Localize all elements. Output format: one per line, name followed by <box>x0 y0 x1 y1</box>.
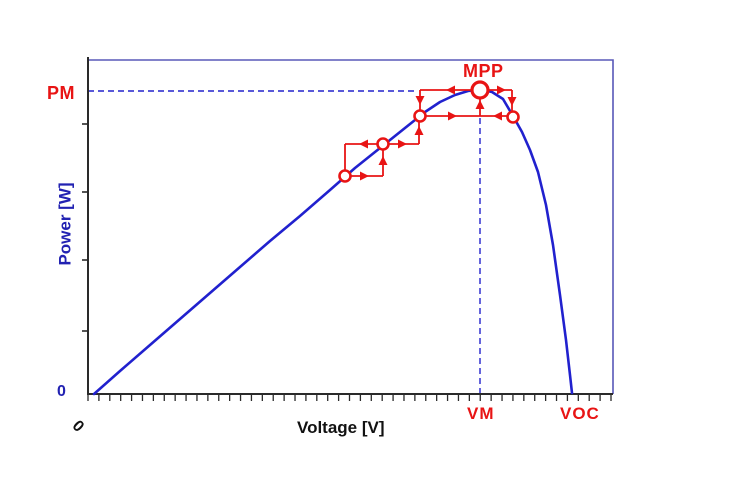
mppt-arrow-up <box>378 156 388 165</box>
y-axis-title: Power [W] <box>55 182 75 266</box>
mppt-arrow-right <box>448 111 457 121</box>
mppt-arrow-left <box>359 139 368 149</box>
pm-label: PM <box>47 83 75 103</box>
operating-point-marker <box>338 169 352 183</box>
voc-label: VOC <box>560 404 600 423</box>
x-axis-title: Voltage [V] <box>297 418 385 437</box>
mpp-marker <box>470 80 490 100</box>
mppt-arrow-down <box>507 97 517 106</box>
operating-point-marker <box>506 110 520 124</box>
mppt-arrow-left <box>493 111 502 121</box>
y-axis-zero-label: 0 <box>57 383 66 400</box>
mppt-arrow-down <box>415 96 425 105</box>
plot-frame <box>88 59 614 394</box>
vm-label: VM <box>467 404 495 423</box>
mppt-arrow-right <box>398 139 407 149</box>
mppt-arrow-left <box>446 85 455 95</box>
mpp-label: MPP <box>463 61 504 81</box>
operating-point-marker <box>376 137 390 151</box>
operating-point-marker <box>413 109 427 123</box>
mppt-arrow-up <box>475 100 485 109</box>
pv-curve <box>92 88 574 396</box>
mppt-arrow-right <box>497 85 506 95</box>
mppt-arrow-right <box>360 171 369 181</box>
mppt-arrow-up <box>414 126 424 135</box>
